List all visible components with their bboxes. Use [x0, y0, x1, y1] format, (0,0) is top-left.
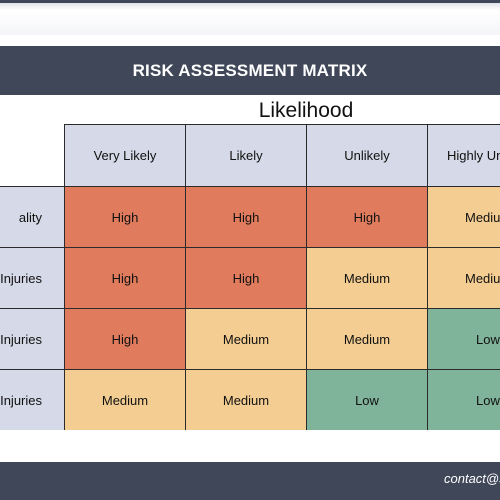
risk-cell: Medium: [64, 369, 186, 430]
page-title: RISK ASSESSMENT MATRIX: [132, 60, 368, 80]
risk-matrix: Very Likely Likely Unlikely Highly Un al…: [0, 124, 500, 430]
column-header: Likely: [185, 124, 307, 187]
risk-cell: High: [185, 186, 307, 248]
risk-cell: Medium: [185, 369, 307, 430]
top-band: [0, 0, 500, 35]
risk-cell: Mediu: [427, 247, 500, 309]
column-header: Unlikely: [306, 124, 428, 187]
footer-bar: contact@s: [0, 462, 500, 500]
top-edge: [0, 0, 500, 3]
risk-cell: Medium: [306, 247, 428, 309]
risk-cell: High: [185, 247, 307, 309]
risk-cell: Mediu: [427, 186, 500, 248]
risk-cell: Low: [427, 369, 500, 430]
risk-cell: High: [306, 186, 428, 248]
corner-cell: [0, 124, 66, 187]
risk-cell: Low: [306, 369, 428, 430]
column-header: Highly Un: [427, 124, 500, 187]
risk-cell: Medium: [185, 308, 307, 370]
column-header: Very Likely: [64, 124, 186, 187]
risk-cell: Medium: [306, 308, 428, 370]
row-header: ality: [0, 186, 65, 248]
risk-cell: Low: [427, 308, 500, 370]
risk-cell: High: [64, 247, 186, 309]
title-bar: RISK ASSESSMENT MATRIX: [0, 46, 500, 95]
risk-cell: High: [64, 308, 186, 370]
row-label: Injuries: [0, 331, 42, 347]
row-label: ality: [18, 209, 42, 225]
row-label: le Injuries: [0, 392, 42, 408]
row-header: le Injuries: [0, 369, 65, 430]
contact-text[interactable]: contact@s: [444, 471, 500, 486]
row-label: Injuries: [0, 270, 42, 286]
row-header: Injuries: [0, 247, 65, 309]
row-header: Injuries: [0, 308, 65, 370]
likelihood-axis-title: Likelihood: [258, 99, 354, 122]
risk-cell: High: [64, 186, 186, 248]
